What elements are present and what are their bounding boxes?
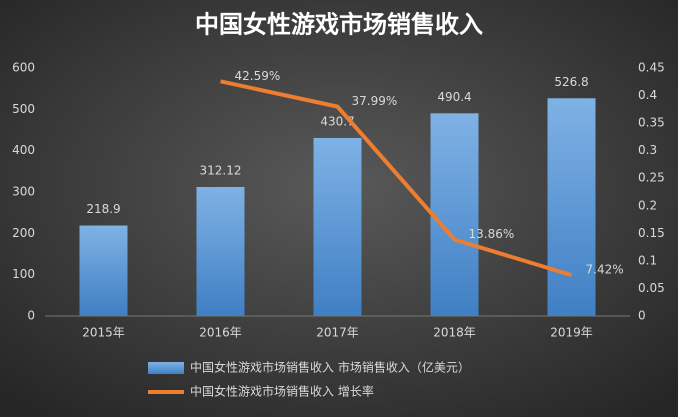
y2-tick-label: 0.35	[638, 116, 665, 130]
x-tick-label: 2018年	[433, 326, 476, 340]
y2-tick-label: 0.3	[638, 143, 657, 157]
y2-tick-label: 0.2	[638, 198, 657, 212]
bar	[196, 186, 245, 316]
bar-value-label: 526.8	[554, 75, 588, 89]
x-tick-label: 2017年	[316, 326, 359, 340]
bar	[313, 137, 362, 316]
y-tick-label: 100	[12, 267, 35, 281]
bar	[430, 113, 479, 316]
y-tick-label: 200	[12, 226, 35, 240]
line-value-label: 7.42%	[586, 263, 624, 277]
legend-label: 中国女性游戏市场销售收入 增长率	[190, 384, 374, 399]
y-tick-label: 400	[12, 143, 35, 157]
bar	[79, 225, 128, 316]
bar-value-label: 218.9	[86, 202, 120, 216]
bar	[547, 98, 596, 316]
bar-value-label: 312.12	[200, 163, 242, 177]
legend-swatch	[148, 362, 184, 374]
y-tick-label: 600	[12, 61, 35, 75]
y2-tick-label: 0	[638, 309, 646, 323]
chart-title: 中国女性游戏市场销售收入	[195, 10, 483, 39]
y2-tick-label: 0.25	[638, 171, 665, 185]
x-tick-label: 2019年	[550, 326, 593, 340]
legend-label: 中国女性游戏市场销售收入 市场销售收入（亿美元）	[190, 360, 470, 375]
line	[220, 79, 573, 278]
y2-tick-label: 0.05	[638, 281, 665, 295]
y-tick-label: 0	[27, 309, 35, 323]
line-value-label: 42.59%	[235, 69, 281, 83]
y2-tick-label: 0.15	[638, 226, 665, 240]
bar-value-label: 490.4	[437, 90, 471, 104]
x-tick-label: 2016年	[199, 326, 242, 340]
y-tick-label: 300	[12, 185, 35, 199]
y2-tick-label: 0.4	[638, 88, 657, 102]
y2-tick-label: 0.1	[638, 253, 657, 267]
line-value-label: 13.86%	[469, 227, 515, 241]
line-value-label: 37.99%	[352, 94, 398, 108]
y-tick-label: 500	[12, 102, 35, 116]
y2-tick-label: 0.45	[638, 61, 665, 75]
x-tick-label: 2015年	[82, 326, 125, 340]
